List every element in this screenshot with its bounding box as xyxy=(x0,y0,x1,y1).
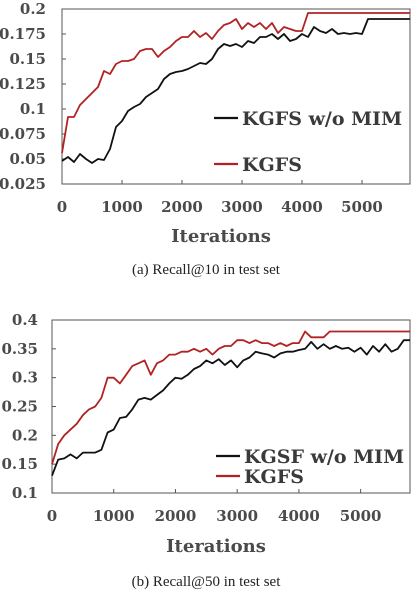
y-tick-label: 0.2 xyxy=(12,426,38,444)
x-tick-label: 4000 xyxy=(281,198,323,216)
x-tick-label: 1000 xyxy=(101,198,143,216)
chart-caption: (a) Recall@10 in test set xyxy=(132,262,281,278)
y-tick-label: 0.125 xyxy=(0,75,46,93)
y-tick-label: 0.025 xyxy=(0,175,46,193)
y-tick-label: 0.075 xyxy=(0,125,46,143)
legend-label: KGFS xyxy=(242,154,302,176)
chart-caption: (b) Recall@50 in test set xyxy=(132,574,282,590)
y-tick-label: 0.35 xyxy=(1,340,38,358)
x-tick-label: 5000 xyxy=(341,198,383,216)
y-tick-label: 0.25 xyxy=(1,398,38,416)
x-tick-label: 4000 xyxy=(278,507,320,525)
series-line-kgfs xyxy=(61,12,410,154)
y-tick-label: 0.15 xyxy=(1,455,38,473)
x-tick-label: 3000 xyxy=(221,198,263,216)
y-tick-label: 0.2 xyxy=(20,0,46,18)
y-tick-label: 0.15 xyxy=(9,50,46,68)
series-line-kgsf-w-o-mim xyxy=(51,339,410,477)
legend-label: KGFS xyxy=(244,466,304,488)
x-tick-label: 0 xyxy=(47,507,57,525)
plot-frame xyxy=(61,8,411,185)
x-tick-label: 5000 xyxy=(340,507,382,525)
x-tick-label: 1000 xyxy=(93,507,135,525)
x-axis-title: Iterations xyxy=(171,226,271,247)
y-tick-label: 0.175 xyxy=(0,25,46,43)
y-tick-label: 0.3 xyxy=(12,369,38,387)
series-line-kgfs xyxy=(51,330,410,465)
chart-b: 0.1 0.15 0.2 0.25 0.3 0.35 0.4 0 1000 2000 3000 400… xyxy=(1,311,411,590)
y-tick-label: 0.1 xyxy=(12,484,38,502)
y-tick-label: 0.4 xyxy=(12,311,38,329)
x-tick-label: 3000 xyxy=(216,507,258,525)
x-tick-label: 2000 xyxy=(161,198,203,216)
y-tick-label: 0.05 xyxy=(9,150,46,168)
y-tick-label: 0.1 xyxy=(20,100,46,118)
legend-label: KGSF w/o MIM xyxy=(244,446,404,468)
legend-label: KGFS w/o MIM xyxy=(242,108,402,130)
series-line-kgfs-w-o-mim xyxy=(61,18,410,164)
x-tick-label: 2000 xyxy=(155,507,197,525)
chart-a: 0.025 0.05 0.075 0.1 0.125 0.15 0.175 0.2 0 1000 2… xyxy=(0,0,411,278)
x-tick-label: 0 xyxy=(57,198,67,216)
x-axis-title: Iterations xyxy=(166,536,266,557)
